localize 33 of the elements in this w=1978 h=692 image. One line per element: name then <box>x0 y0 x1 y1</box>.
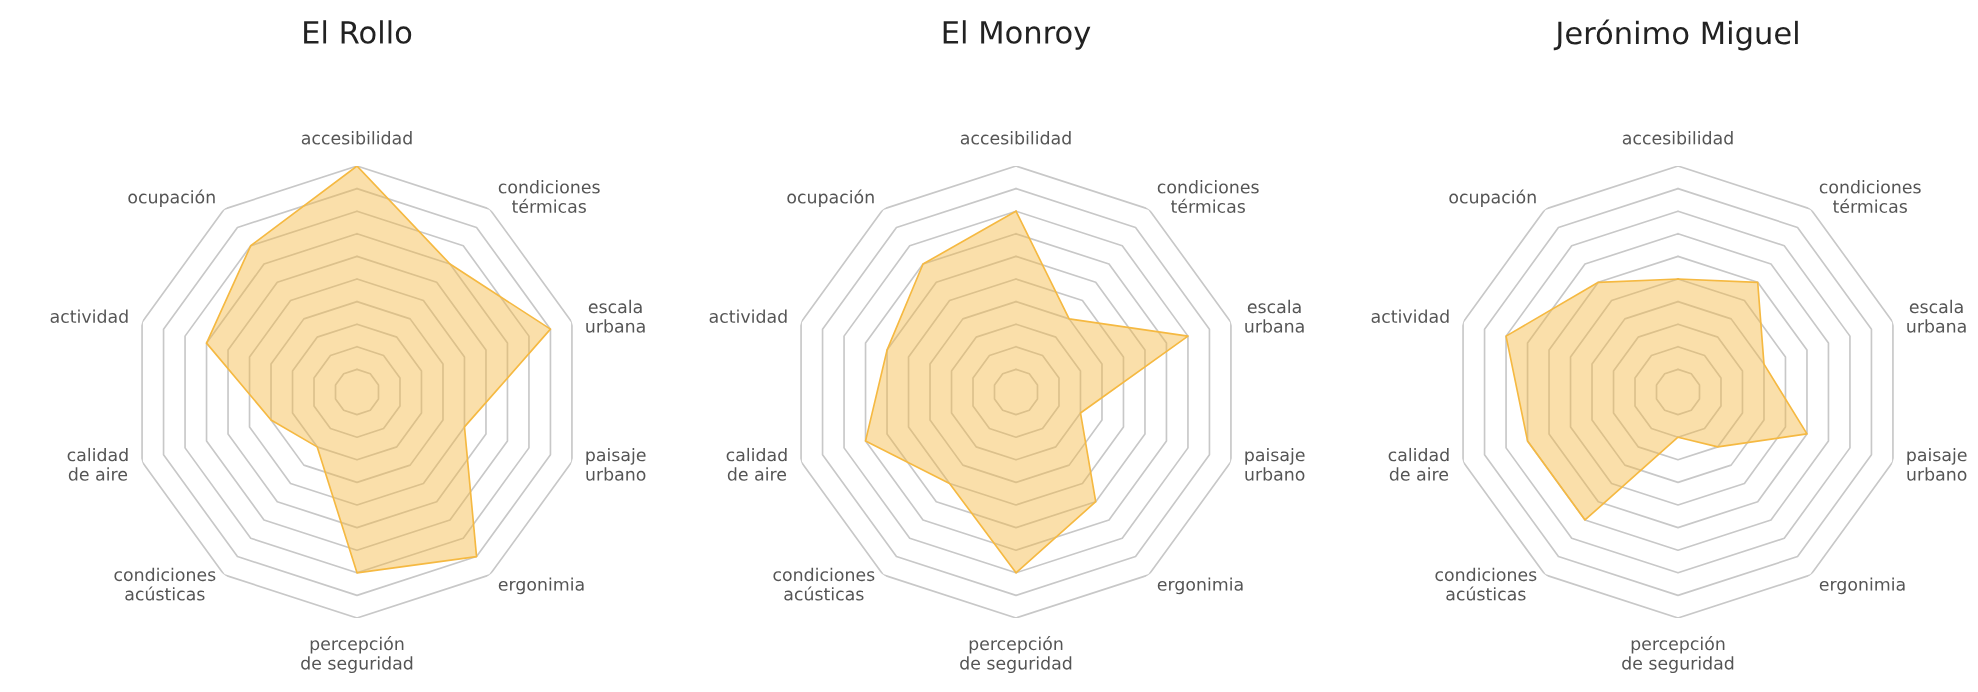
spoke-label: escala urbana <box>586 299 645 333</box>
spoke-label: condiciones térmicas <box>1157 180 1259 213</box>
spoke-label: percepción de seguridad <box>1622 636 1734 674</box>
spoke-label: condiciones acústicas <box>1435 567 1537 601</box>
spoke-label: paisaje urbano <box>1907 447 1967 481</box>
spoke-label: calidad de aire <box>67 447 128 481</box>
spoke-label: actividad <box>50 309 128 324</box>
spoke-label: accesibilidad <box>1622 131 1733 145</box>
spoke-label: percepción de seguridad <box>960 636 1072 674</box>
chart-title: El Rollo <box>304 20 412 44</box>
spoke-label: escala urbana <box>1907 299 1966 333</box>
spoke-label: ocupación <box>128 189 215 207</box>
spoke-label: condiciones acústicas <box>114 567 216 601</box>
spoke-label: ocupación <box>1449 189 1536 207</box>
spoke-label: paisaje urbano <box>1245 447 1305 481</box>
chart-title: Jerónimo Miguel <box>1553 19 1798 51</box>
spoke-label: calidad de aire <box>726 447 787 481</box>
spoke-label: condiciones acústicas <box>773 567 875 601</box>
spoke-label: escala urbana <box>1245 299 1304 333</box>
spoke-label: actividad <box>1371 309 1449 324</box>
spoke-label: accesibilidad <box>960 131 1071 145</box>
spoke-label: percepción de seguridad <box>301 636 413 674</box>
chart-title: El Monroy <box>943 20 1091 50</box>
spoke-label: ergonimia <box>498 577 584 595</box>
spoke-label: calidad de aire <box>1388 447 1449 481</box>
spoke-label: paisaje urbano <box>586 447 646 481</box>
spoke-label: condiciones térmicas <box>1819 180 1921 213</box>
spoke-label: actividad <box>709 309 787 324</box>
spoke-label: ergonimia <box>1157 577 1243 595</box>
spoke-label: accesibilidad <box>301 131 412 145</box>
spoke-label: ergonimia <box>1819 577 1905 595</box>
spoke-label: ocupación <box>787 189 874 207</box>
spoke-label: condiciones térmicas <box>498 180 600 213</box>
